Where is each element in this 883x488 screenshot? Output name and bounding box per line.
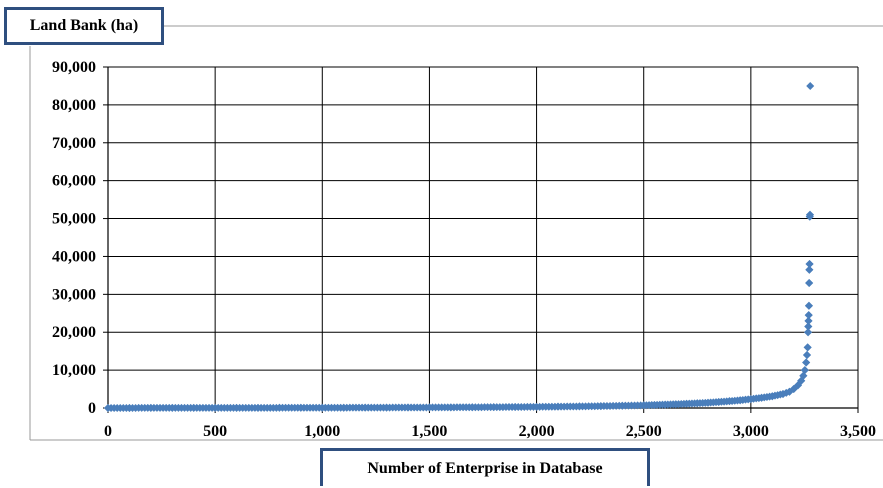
data-point bbox=[189, 403, 198, 412]
data-point bbox=[532, 402, 541, 411]
y-tick-label: 90,000 bbox=[52, 59, 96, 76]
data-point bbox=[639, 401, 648, 410]
axes bbox=[103, 66, 859, 413]
data-point bbox=[803, 343, 812, 352]
gridlines bbox=[107, 66, 859, 409]
y-tick-label: 60,000 bbox=[52, 173, 96, 190]
data-point bbox=[768, 392, 777, 401]
data-point bbox=[425, 403, 434, 412]
data-point bbox=[682, 399, 691, 408]
data-point bbox=[806, 81, 815, 90]
y-tick-label: 70,000 bbox=[52, 135, 96, 152]
x-tick-label: 1,000 bbox=[304, 423, 340, 440]
x-tick-labels: 0 500 1,000 1,500 2,000 2,500 3,000 3,500 bbox=[104, 423, 876, 440]
data-point bbox=[805, 278, 814, 287]
data-point bbox=[714, 398, 723, 407]
data-point bbox=[511, 402, 520, 411]
data-point bbox=[232, 403, 241, 412]
x-tick-label: 3,500 bbox=[840, 423, 876, 440]
data-point bbox=[275, 403, 284, 412]
data-point bbox=[693, 399, 702, 408]
data-points bbox=[104, 81, 815, 412]
data-point bbox=[339, 403, 348, 412]
data-point bbox=[168, 403, 177, 412]
data-point bbox=[789, 385, 798, 394]
data-point bbox=[596, 402, 605, 411]
x-axis-label-box: Number of Enterprise in Database bbox=[320, 448, 650, 486]
data-point bbox=[746, 395, 755, 404]
data-point bbox=[803, 350, 811, 359]
data-point bbox=[804, 311, 813, 320]
y-tick-label: 0 bbox=[88, 400, 96, 417]
data-point bbox=[318, 403, 327, 412]
data-point bbox=[446, 403, 455, 412]
y-tick-label: 20,000 bbox=[52, 324, 96, 341]
data-point bbox=[661, 400, 670, 409]
data-point bbox=[489, 403, 498, 412]
data-point bbox=[736, 396, 745, 405]
data-point bbox=[800, 366, 809, 375]
data-point bbox=[779, 389, 787, 398]
data-point bbox=[804, 301, 813, 310]
data-point bbox=[554, 402, 562, 411]
x-tick-label: 3,000 bbox=[733, 423, 769, 440]
y-tick-label: 30,000 bbox=[52, 286, 96, 303]
x-tick-label: 2,000 bbox=[519, 423, 555, 440]
data-point bbox=[802, 358, 811, 367]
data-point bbox=[799, 371, 808, 380]
y-axis-label: Land Bank (ha) bbox=[29, 17, 139, 34]
data-point bbox=[575, 402, 584, 411]
data-point bbox=[404, 403, 412, 412]
data-point bbox=[806, 210, 814, 219]
y-tick-label: 80,000 bbox=[52, 97, 96, 114]
data-point bbox=[804, 328, 813, 337]
data-point bbox=[618, 401, 627, 410]
data-point bbox=[468, 403, 477, 412]
data-point bbox=[361, 403, 370, 412]
x-tick-label: 2,500 bbox=[626, 423, 662, 440]
data-point bbox=[804, 316, 813, 325]
data-point bbox=[757, 393, 766, 402]
y-tick-label: 50,000 bbox=[52, 211, 96, 228]
y-tick-labels: 0 10,000 20,000 30,000 40,000 50,000 60,000 70,… bbox=[52, 59, 96, 417]
data-point bbox=[254, 403, 262, 412]
x-tick-label: 0 bbox=[104, 423, 112, 440]
data-point bbox=[382, 403, 391, 412]
data-point bbox=[704, 398, 712, 407]
y-axis-label-box: Land Bank (ha) bbox=[4, 7, 164, 45]
x-axis-label: Number of Enterprise in Database bbox=[367, 459, 603, 477]
x-tick-label: 500 bbox=[203, 423, 227, 440]
y-tick-label: 40,000 bbox=[52, 248, 96, 265]
data-point bbox=[296, 403, 305, 412]
data-point bbox=[805, 265, 814, 274]
x-tick-label: 1,500 bbox=[411, 423, 447, 440]
data-point bbox=[650, 400, 659, 409]
data-point bbox=[725, 397, 734, 406]
y-tick-label: 10,000 bbox=[52, 362, 96, 379]
data-point bbox=[805, 260, 814, 269]
data-point bbox=[211, 403, 220, 412]
data-point bbox=[146, 403, 155, 412]
data-point bbox=[804, 322, 813, 331]
data-point bbox=[104, 403, 112, 412]
data-point bbox=[125, 403, 134, 412]
data-point bbox=[671, 400, 680, 409]
